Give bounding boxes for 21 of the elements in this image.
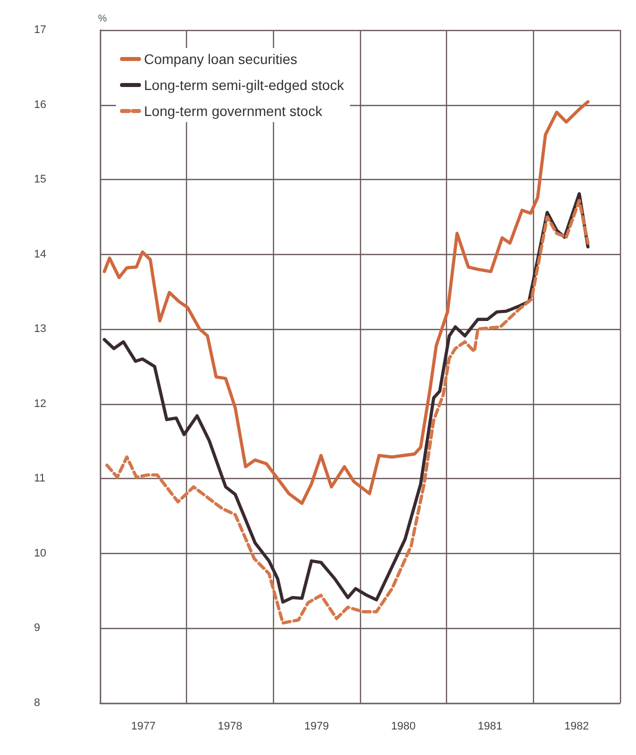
y-tick-label: 11 — [34, 472, 46, 485]
y-tick-label: 14 — [34, 248, 46, 260]
x-tick-label: 1977 — [131, 720, 156, 732]
x-tick-label: 1981 — [478, 720, 502, 732]
y-tick-label: 17 — [34, 24, 46, 36]
line-series — [102, 100, 590, 505]
y-tick-label: 10 — [34, 547, 46, 560]
x-tick-label: 1980 — [391, 720, 416, 732]
legend-label: Long-term government stock — [144, 103, 324, 119]
y-tick-label: 8 — [34, 697, 40, 709]
legend-label: Company loan securities — [144, 51, 298, 67]
legend-label: Long-term semi-gilt-edged stock — [144, 77, 345, 93]
y-tick-label: 13 — [34, 323, 46, 336]
x-tick-label: 1982 — [564, 720, 589, 732]
x-tick-label: 1979 — [304, 720, 329, 732]
x-tick-label: 1978 — [218, 720, 242, 732]
y-tick-label: 15 — [34, 174, 46, 186]
y-tick-label: 16 — [34, 98, 46, 111]
y-axis-title: % — [98, 14, 107, 24]
y-tick-label: 12 — [34, 398, 46, 410]
y-tick-label: 9 — [34, 622, 40, 634]
